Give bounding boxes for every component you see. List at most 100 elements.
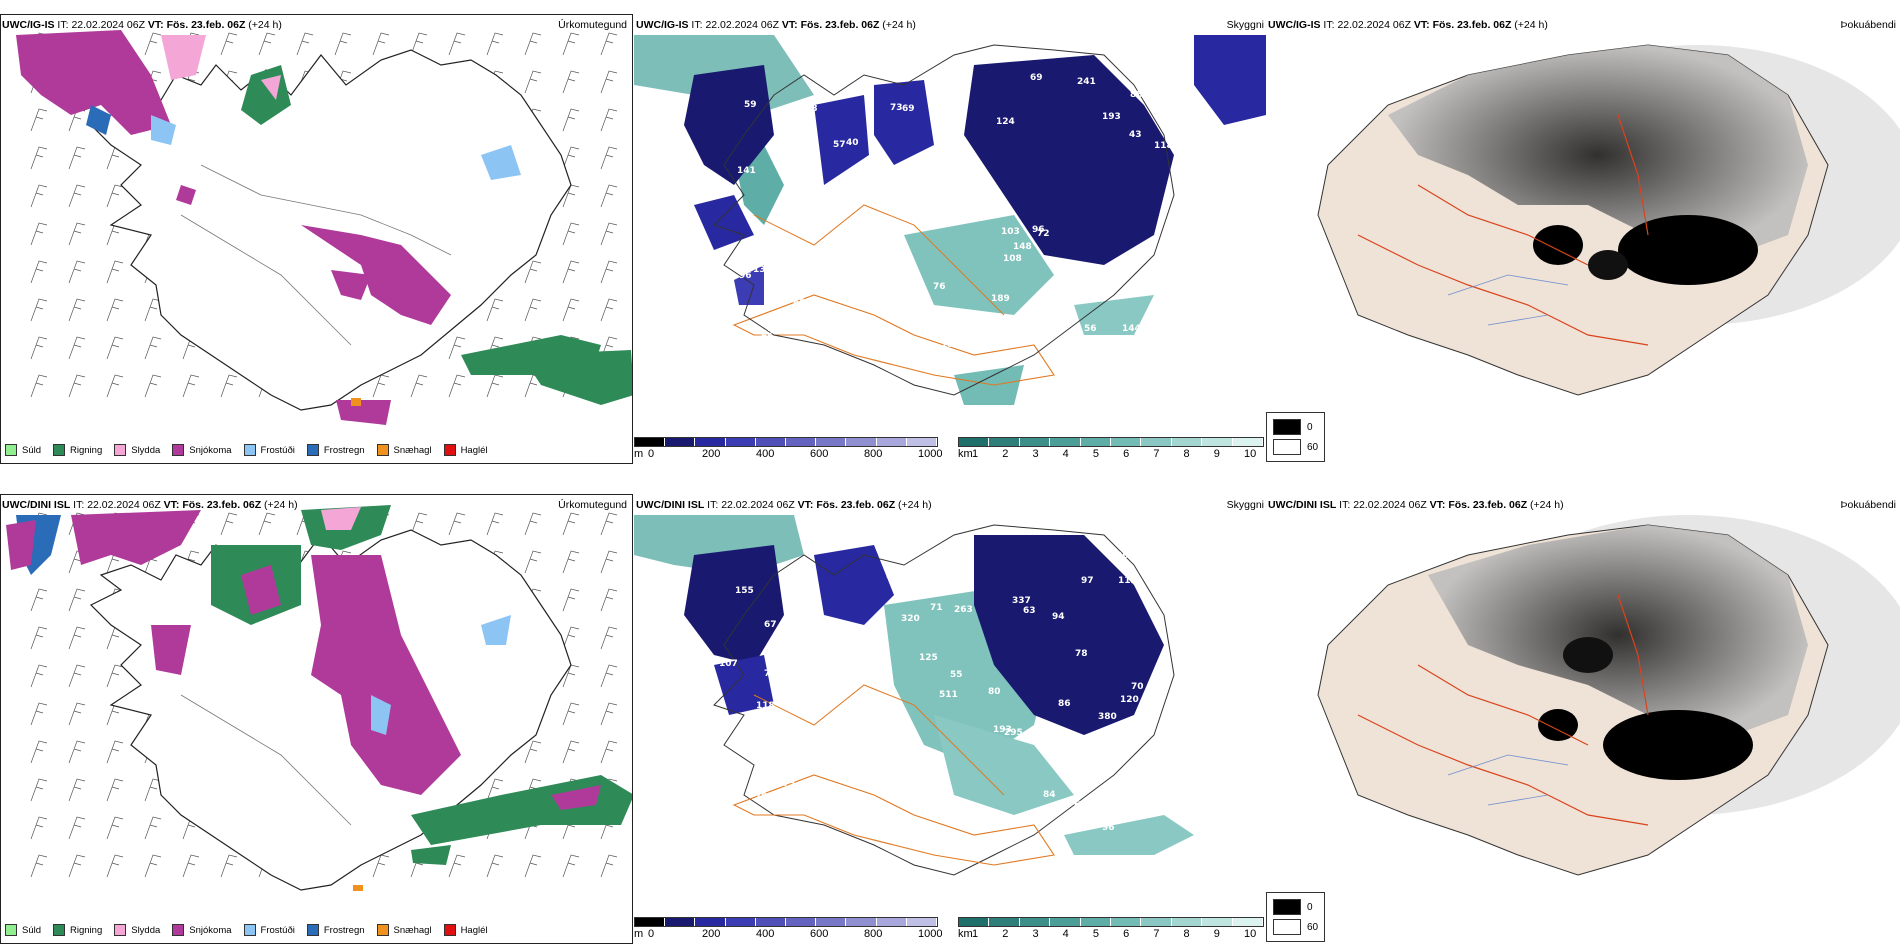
visibility-label: 295 (1004, 728, 1023, 738)
scale-tick: 7 (1153, 928, 1160, 940)
scale-tick: 8 (1183, 928, 1190, 940)
snow-area (71, 510, 201, 565)
legend-label: Rigning (70, 444, 103, 456)
it-label: IT: (691, 19, 703, 31)
legend-label: Snjókoma (189, 444, 232, 456)
scale-bar (634, 917, 938, 927)
visibility-field (684, 545, 784, 665)
scale-color (876, 918, 907, 926)
vt-value: Fös. 23.feb. 06Z (1432, 19, 1512, 31)
scale-unit: km (958, 928, 973, 940)
freezing-drizzle-area (481, 145, 521, 180)
visibility-label: 78 (1075, 649, 1088, 659)
fog-legend-value: 60 (1307, 921, 1319, 933)
visibility-field (694, 195, 754, 250)
visibility-panel-top: 144 141 88 69 124 22 73 54 131 40 49 60 69 55 72 59 53 33… (634, 35, 1266, 435)
wind-barb (68, 702, 86, 726)
wind-barb (30, 626, 48, 650)
it-label: IT: (57, 19, 69, 31)
legend-item-frostúði: Frostúði (243, 923, 295, 937)
visibility-label: 97 (1081, 576, 1094, 586)
scale-tick: 5 (1092, 448, 1099, 460)
visibility-label: 96 (1102, 823, 1115, 833)
legend-item-rigning: Rigning (53, 923, 102, 937)
visibility-label: 68 (805, 104, 818, 114)
scale-color (1232, 438, 1264, 446)
wind-barb (562, 854, 580, 878)
visibility-field (734, 265, 764, 305)
snow-pellet-area (351, 398, 361, 406)
legend-item-rigning: Rigning (53, 443, 102, 457)
wind-barb (600, 184, 618, 208)
precip-legend-bottom: Súld Rigning Slydda Snjókoma Frostúði Frostre… (5, 923, 500, 937)
visibility-map-top: 144 141 88 69 124 22 73 54 131 40 49 60 69 55 72 59 53 33… (634, 35, 1266, 435)
wind-barb (106, 854, 124, 878)
scale-bar (958, 437, 1264, 447)
visibility-field (904, 215, 1054, 315)
visibility-label: 76 (933, 282, 946, 292)
legend-item-súld: Súld (5, 923, 41, 937)
wind-barb (600, 108, 618, 132)
scale-tick: 8 (1183, 448, 1190, 460)
visibility-label: 47 (895, 295, 908, 305)
wind-barb (30, 740, 48, 764)
header-fog-bottom: UWC/DINI ISL IT: 22.02.2024 06Z VT: Fös.… (1268, 499, 1896, 513)
visibility-label: 118 (756, 701, 775, 711)
wind-barb (220, 512, 238, 536)
wind-barb (106, 298, 124, 322)
visibility-label: 68 (808, 263, 821, 273)
wind-barb (600, 854, 618, 878)
visibility-label: 189 (991, 294, 1010, 304)
fog-legend-swatch (1273, 419, 1301, 435)
precip-map-bottom (6, 505, 632, 891)
model-name: UWC/DINI ISL (1268, 499, 1337, 511)
visibility-label: 73 (783, 779, 796, 789)
visibility-label: 60 (742, 743, 755, 753)
scale-color (959, 918, 990, 926)
vt-value: Fös. 23.feb. 06Z (1448, 499, 1528, 511)
wind-barb (486, 778, 504, 802)
lead-time: (+24 h) (1514, 19, 1548, 31)
vt-value: Fös. 23.feb. 06Z (182, 499, 262, 511)
wind-barb (258, 32, 276, 56)
wind-barb (106, 374, 124, 398)
visibility-label: 63 (1023, 606, 1036, 616)
wind-barb (562, 298, 580, 322)
wind-barb (448, 374, 466, 398)
wind-barb (68, 260, 86, 284)
scale-tick: 400 (756, 928, 775, 940)
wind-barb (144, 336, 162, 360)
fog-field (1618, 215, 1758, 285)
precip-type-panel-bottom: Súld Rigning Slydda Snjókoma Frostúði Frostre… (0, 494, 633, 944)
fog-legend-value: 60 (1307, 441, 1319, 453)
scale-tick: 1 (972, 928, 979, 940)
scale-color (1171, 918, 1203, 926)
model-name: UWC/DINI ISL (2, 499, 71, 511)
scale-color (635, 918, 666, 926)
visibility-label: 84 (1043, 790, 1056, 800)
scale-tick: 2 (1002, 448, 1009, 460)
scale-color (725, 438, 756, 446)
legend-swatch (5, 924, 17, 936)
wind-barb (106, 184, 124, 208)
fog-field (1533, 225, 1583, 265)
scale-bar (634, 437, 938, 447)
header-fog-top: UWC/IG-IS IT: 22.02.2024 06Z VT: Fös. 23… (1268, 19, 1896, 33)
scale-color (695, 918, 726, 926)
visibility-label: 103 (1001, 227, 1020, 237)
visibility-field (934, 715, 1074, 815)
wind-barb (30, 702, 48, 726)
scale-color (1050, 918, 1081, 926)
scale-tick: 10 (1244, 448, 1257, 460)
visibility-field (1064, 815, 1194, 855)
visibility-label: 193 (1102, 112, 1121, 122)
visibility-label: 72 (1037, 229, 1050, 239)
snow-area (6, 520, 36, 570)
scale-tick: 3 (1032, 928, 1039, 940)
visibility-label: 96 (739, 271, 752, 281)
legend-label: Frostregn (323, 444, 365, 456)
precip-legend-top: Súld Rigning Slydda Snjókoma Frostúði Frostre… (5, 443, 500, 457)
visibility-field (954, 365, 1024, 405)
legend-label: Slydda (131, 444, 161, 456)
scale-color (695, 438, 726, 446)
